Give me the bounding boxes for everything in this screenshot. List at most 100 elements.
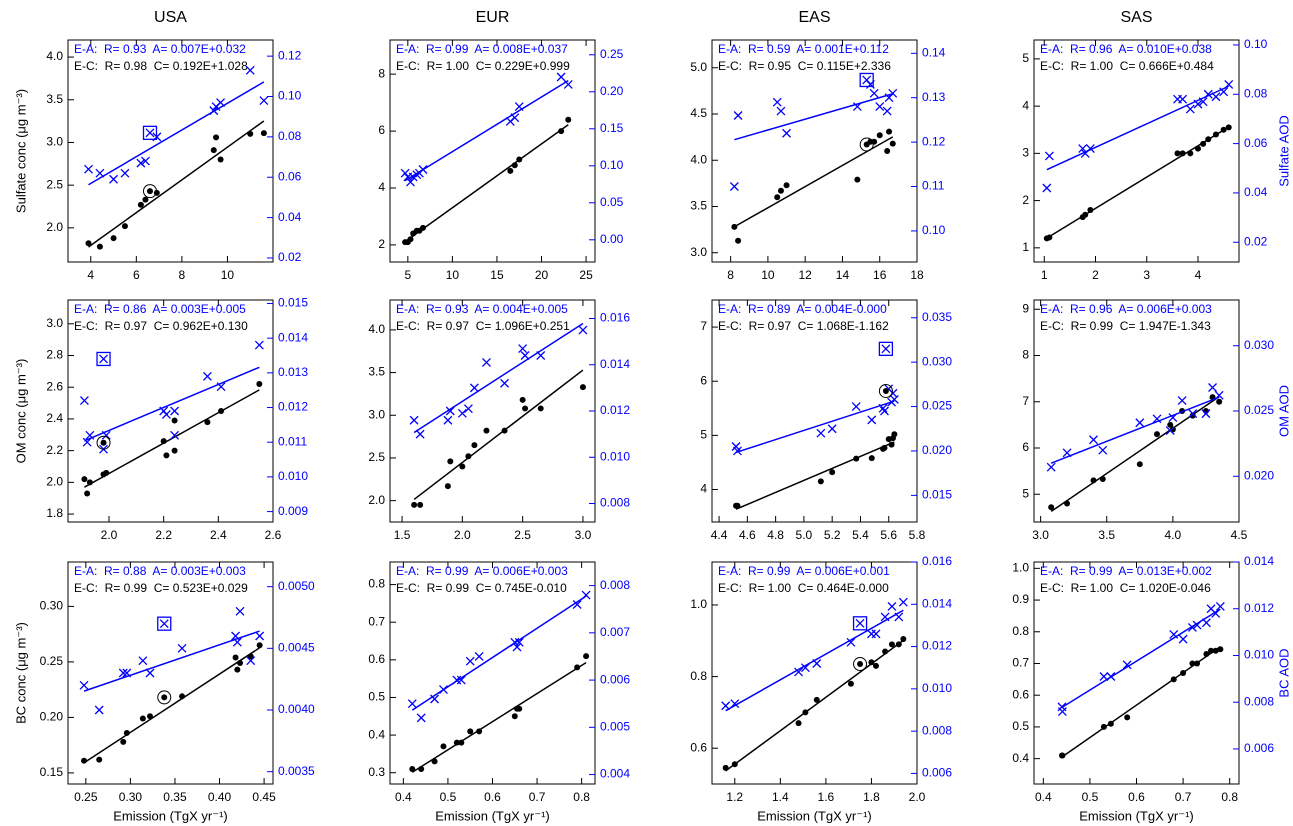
- cross-stroke: [1089, 435, 1098, 445]
- plot-frame: [1033, 561, 1240, 785]
- fit-annotation: E-C: R= 0.95 C= 0.115E+2.336: [718, 59, 891, 73]
- point: [1192, 620, 1202, 630]
- point: [1215, 601, 1225, 611]
- panel: 1.5 2.0 2.5 3.0 2.0 2.5 3.0 3.5 4.0 0.008 0.010 0.0…: [368, 299, 630, 542]
- y-tick-label: 0.6: [368, 652, 385, 666]
- y-tick-label: 1.8: [46, 506, 63, 520]
- y2-tick-label: 0.005: [600, 719, 630, 733]
- y-tick-label: 0.15: [40, 765, 64, 779]
- point: [1216, 398, 1223, 405]
- cross-stroke: [732, 446, 742, 456]
- cross-stroke: [794, 667, 804, 677]
- cross-stroke: [79, 680, 89, 690]
- point: [1201, 618, 1211, 628]
- point: [514, 102, 524, 112]
- point: [733, 111, 743, 120]
- point: [867, 415, 877, 425]
- y-axis-label: OM conc (μg m⁻³): [13, 359, 28, 464]
- cross-stroke: [1198, 97, 1208, 107]
- y-tick-label: 2.5: [46, 177, 63, 191]
- point: [1211, 608, 1221, 618]
- x-tick-label: 20: [535, 268, 549, 282]
- point: [232, 637, 242, 647]
- point: [816, 428, 826, 438]
- point: [1194, 660, 1201, 667]
- cross-stroke: [888, 88, 898, 98]
- cross-stroke: [500, 378, 510, 388]
- y-tick-label: 0.5: [1012, 719, 1029, 733]
- highlight-point: [859, 72, 874, 88]
- fit-line: [83, 630, 260, 692]
- y-tick-label: 6: [378, 123, 385, 137]
- x-axis-label: Emission (TgX yr⁻¹): [1079, 808, 1193, 823]
- x-tick-label: 25: [579, 268, 593, 282]
- y2-tick-label: 0.015: [922, 488, 952, 502]
- fit-annotation: E-C: R= 0.97 C= 1.068E-1.162: [718, 319, 889, 333]
- point: [537, 405, 544, 412]
- point: [1211, 92, 1221, 102]
- cross-stroke: [852, 102, 862, 112]
- point: [1057, 707, 1067, 717]
- cross-stroke: [231, 631, 241, 641]
- y2-tick-label: 0.011: [278, 434, 307, 448]
- point: [1212, 131, 1219, 138]
- point: [136, 158, 146, 168]
- point: [1170, 676, 1177, 683]
- y2-tick-label: 0.008: [600, 578, 630, 592]
- x-tick-label: 4.6: [739, 528, 756, 542]
- highlight-point: [853, 657, 868, 672]
- x-tick-label: 5.4: [852, 528, 869, 542]
- y-tick-label: 0.6: [1012, 687, 1029, 701]
- point: [246, 656, 256, 666]
- y-tick-label: 4.0: [46, 49, 63, 63]
- y-tick-label: 3.0: [690, 245, 707, 259]
- point: [476, 728, 483, 735]
- point: [465, 453, 472, 460]
- cross-stroke: [1098, 445, 1108, 455]
- fit-annotation: E-A: R= 0.88 A= 0.003E+0.003: [74, 564, 246, 578]
- y2-tick-label: 0.10: [922, 223, 946, 237]
- cross-stroke: [827, 424, 837, 434]
- x-axis-label: Emission (TgX yr⁻¹): [113, 808, 227, 823]
- point: [444, 483, 451, 490]
- fit-annotation: E-A: R= 0.93 A= 0.007E+0.032: [74, 42, 246, 56]
- point: [802, 709, 809, 716]
- point: [140, 156, 150, 166]
- cross-stroke: [1211, 92, 1221, 102]
- point: [1174, 150, 1181, 157]
- point: [463, 404, 473, 414]
- dot: [147, 188, 153, 195]
- point: [1107, 720, 1114, 727]
- cross-stroke: [463, 404, 473, 414]
- point: [122, 668, 132, 678]
- y-tick-label: 3.0: [46, 135, 63, 149]
- x-tick-label: 0.8: [1221, 790, 1238, 804]
- x-tick-label: 1.6: [818, 790, 835, 804]
- y2-tick-label: 0.25: [600, 47, 624, 61]
- y-tick-label: 4.0: [368, 322, 385, 336]
- y-tick-label: 1.0: [1012, 561, 1029, 575]
- cross-stroke: [880, 406, 889, 416]
- x-tick-label: 0.6: [1128, 790, 1145, 804]
- y-tick-label: 2.0: [368, 493, 385, 507]
- x-tick-label: 0.5: [1082, 790, 1099, 804]
- point: [1179, 150, 1186, 157]
- y2-tick-label: 0.15: [600, 121, 624, 135]
- y-tick-label: 2.5: [368, 450, 385, 464]
- cross-stroke: [1188, 409, 1198, 419]
- plot-frame: [711, 39, 918, 263]
- y-tick-label: 0.7: [368, 614, 385, 628]
- y2-tick-label: 0.12: [922, 134, 946, 148]
- cross-stroke: [170, 406, 180, 416]
- point: [443, 415, 453, 425]
- fit-annotation: E-A: R= 0.59 A= 0.001E+0.112: [718, 42, 889, 56]
- x-tick-label: 0.45: [252, 790, 276, 804]
- box: [96, 351, 111, 367]
- point: [118, 668, 128, 678]
- point: [512, 642, 522, 652]
- highlight-point: [96, 435, 111, 450]
- point: [729, 182, 739, 191]
- highlight-point: [878, 383, 893, 398]
- y2-tick-label: 0.02: [1244, 234, 1268, 248]
- x-tick-label: 2.2: [155, 528, 172, 542]
